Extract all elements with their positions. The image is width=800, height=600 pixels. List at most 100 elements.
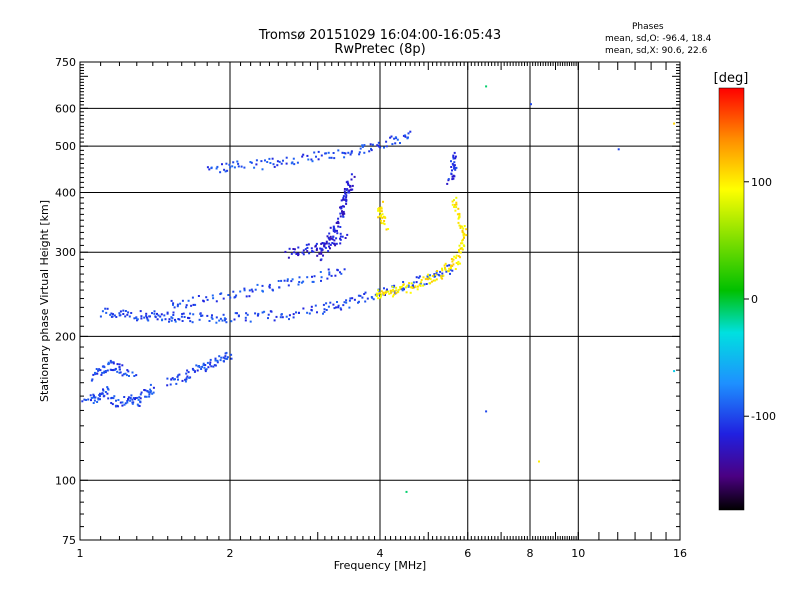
echo-point bbox=[223, 319, 226, 322]
echo-point bbox=[348, 189, 351, 192]
echo-point bbox=[127, 370, 130, 373]
echo-point bbox=[328, 156, 331, 159]
echo-point bbox=[450, 264, 452, 267]
echo-point bbox=[374, 293, 377, 296]
echo-point bbox=[453, 164, 456, 167]
echo-point bbox=[347, 191, 350, 194]
echo-point bbox=[332, 303, 335, 306]
echo-point bbox=[450, 166, 453, 168]
echo-point bbox=[617, 148, 620, 151]
echo-point bbox=[128, 315, 131, 318]
echo-point bbox=[103, 371, 105, 374]
echo-point bbox=[216, 359, 219, 362]
echo-point bbox=[345, 189, 348, 192]
echo-point bbox=[275, 315, 278, 318]
echo-point bbox=[187, 371, 190, 374]
echo-point bbox=[462, 233, 465, 236]
echo-point bbox=[292, 157, 295, 160]
echo-point bbox=[149, 383, 152, 386]
echo-point bbox=[378, 215, 381, 218]
echo-point bbox=[243, 166, 246, 169]
echo-point bbox=[377, 292, 380, 295]
grid-lines bbox=[80, 62, 680, 540]
echo-point bbox=[177, 318, 180, 320]
echo-point bbox=[302, 249, 305, 252]
echo-point bbox=[441, 277, 444, 280]
echo-point bbox=[192, 313, 195, 316]
echo-point bbox=[221, 319, 224, 322]
echo-point bbox=[384, 291, 387, 294]
echo-point bbox=[322, 242, 325, 245]
echo-point bbox=[332, 235, 335, 238]
echo-point bbox=[169, 383, 172, 386]
echo-point bbox=[462, 234, 465, 237]
echo-point bbox=[383, 293, 386, 296]
echo-point bbox=[451, 169, 453, 172]
echo-point bbox=[300, 281, 303, 284]
echo-point bbox=[307, 158, 310, 161]
echo-point bbox=[267, 317, 269, 320]
echo-point bbox=[97, 397, 100, 400]
echo-point bbox=[407, 136, 409, 139]
echo-point bbox=[214, 359, 217, 362]
echo-point bbox=[116, 363, 119, 366]
echo-point bbox=[396, 138, 399, 141]
echo-point bbox=[349, 153, 352, 156]
echo-point bbox=[383, 220, 386, 222]
echo-point bbox=[117, 399, 120, 401]
echo-point bbox=[358, 153, 361, 156]
echo-point bbox=[114, 404, 117, 407]
echo-point bbox=[380, 214, 382, 217]
echo-point bbox=[123, 396, 126, 398]
echo-point bbox=[485, 410, 488, 413]
echo-point bbox=[389, 292, 392, 295]
echo-point bbox=[325, 309, 328, 311]
echo-point bbox=[181, 320, 184, 322]
echo-point bbox=[353, 298, 356, 301]
echo-point bbox=[172, 302, 175, 305]
echo-point bbox=[339, 235, 342, 238]
echo-point bbox=[453, 206, 456, 208]
echo-point bbox=[194, 303, 197, 306]
echo-point bbox=[395, 289, 398, 292]
echo-point bbox=[332, 230, 335, 232]
echo-point bbox=[164, 318, 167, 321]
echo-point bbox=[328, 232, 331, 235]
echo-point bbox=[322, 254, 324, 257]
colorbar bbox=[718, 87, 745, 511]
echo-point bbox=[99, 398, 101, 401]
echo-point bbox=[375, 295, 378, 297]
x-axis-label: Frequency [MHz] bbox=[334, 559, 426, 572]
echo-point bbox=[283, 279, 286, 282]
echo-point bbox=[175, 382, 178, 385]
echo-point bbox=[345, 202, 348, 205]
echo-point bbox=[433, 273, 436, 276]
echo-point bbox=[119, 310, 122, 313]
echo-point bbox=[118, 368, 121, 371]
echo-point bbox=[118, 314, 121, 317]
echo-point bbox=[144, 389, 147, 392]
echo-point bbox=[103, 366, 106, 369]
echo-point bbox=[145, 316, 148, 319]
echo-point bbox=[143, 389, 146, 391]
echo-point bbox=[268, 285, 271, 288]
echo-point bbox=[312, 250, 315, 253]
echo-point bbox=[166, 384, 169, 387]
echo-point bbox=[280, 162, 283, 165]
echo-point bbox=[673, 122, 676, 125]
echo-point bbox=[186, 375, 189, 378]
echo-point bbox=[341, 210, 343, 213]
echo-point bbox=[138, 405, 141, 407]
echo-point bbox=[314, 245, 317, 248]
echo-point bbox=[220, 356, 223, 359]
echo-point bbox=[337, 222, 340, 225]
echo-point bbox=[380, 290, 383, 293]
echo-point bbox=[452, 154, 455, 157]
echo-point bbox=[463, 245, 466, 248]
echo-point bbox=[381, 213, 384, 216]
echo-point bbox=[349, 185, 351, 188]
echo-point bbox=[339, 206, 341, 209]
echo-point bbox=[161, 318, 164, 321]
echo-point bbox=[104, 370, 107, 372]
echo-point bbox=[181, 379, 184, 382]
